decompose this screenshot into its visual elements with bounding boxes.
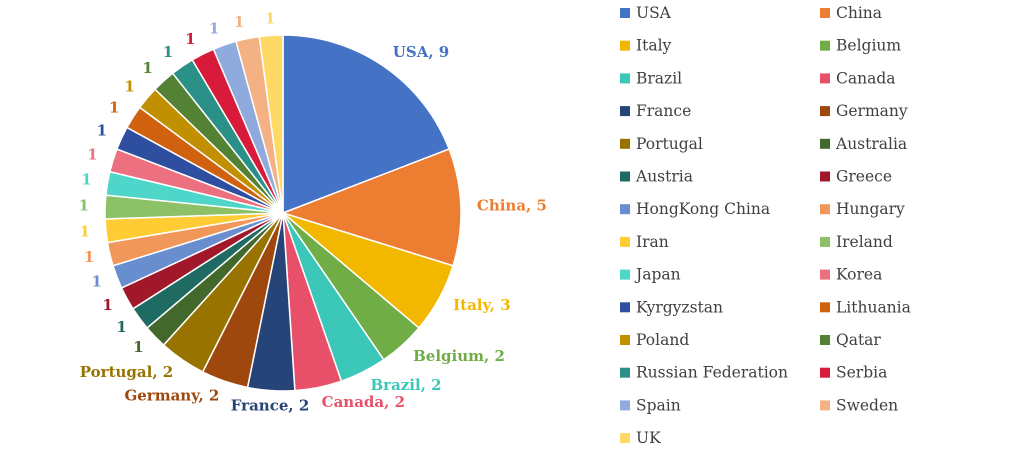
data-label: 1 <box>87 146 97 164</box>
data-label: 1 <box>102 296 112 314</box>
legend-label: HongKong China <box>636 200 770 218</box>
pie-slice <box>258 34 284 214</box>
legend-swatch <box>820 367 830 378</box>
legend-swatch <box>820 40 830 51</box>
pie-slice <box>280 148 462 267</box>
data-label: 1 <box>109 99 119 117</box>
legend-swatch <box>820 236 830 247</box>
data-label: 1 <box>81 171 91 189</box>
data-label: 1 <box>79 197 89 215</box>
legend-swatch <box>820 8 830 18</box>
legend-swatch <box>820 73 830 84</box>
data-label: Belgium, 2 <box>413 347 505 365</box>
data-label: 1 <box>234 13 244 31</box>
legend-label: Canada <box>836 69 896 87</box>
data-label: Portugal, 2 <box>80 363 173 381</box>
legend-swatch <box>820 138 830 149</box>
legend-swatch <box>620 335 630 345</box>
data-label: 1 <box>124 78 134 96</box>
legend-swatch <box>620 138 630 149</box>
data-label: USA, 9 <box>393 43 449 61</box>
legend-label: Iran <box>636 233 669 251</box>
legend-swatch <box>820 400 830 411</box>
legend-swatch <box>820 269 830 280</box>
pie-slice <box>282 34 451 215</box>
legend-label: Australia <box>835 135 907 153</box>
data-label: 1 <box>116 318 126 336</box>
legend-swatch <box>620 40 630 51</box>
data-label: France, 2 <box>231 397 309 415</box>
data-label: 1 <box>84 248 94 266</box>
legend-label: Lithuania <box>836 298 911 316</box>
legend-swatch <box>620 433 630 444</box>
data-label: 1 <box>133 338 143 356</box>
legend-label: Belgium <box>836 37 901 55</box>
legend-label: China <box>836 4 882 22</box>
legend-swatch <box>820 106 830 117</box>
legend-label: UK <box>636 429 661 447</box>
data-label: 1 <box>185 30 195 48</box>
legend-label: Sweden <box>836 396 898 414</box>
legend-label: Ireland <box>836 233 893 251</box>
data-label: 1 <box>209 20 219 38</box>
data-label: Italy, 3 <box>453 296 511 314</box>
data-label: 1 <box>142 59 152 77</box>
legend-swatch <box>620 106 630 117</box>
data-label: 1 <box>92 273 102 291</box>
data-label: Brazil, 2 <box>370 376 441 394</box>
data-label: Canada, 2 <box>322 393 405 411</box>
legend-swatch <box>820 335 830 345</box>
legend-label: France <box>636 102 691 120</box>
legend-swatch <box>620 73 630 84</box>
legend-swatch <box>620 269 630 280</box>
legend-swatch <box>820 204 830 215</box>
legend-label: Portugal <box>636 135 703 153</box>
legend-swatch <box>620 302 630 313</box>
data-label: 1 <box>80 222 90 240</box>
legend-label: Russian Federation <box>636 364 788 382</box>
legend-swatch <box>620 400 630 411</box>
legend-label: Korea <box>836 266 882 284</box>
legend-swatch <box>620 204 630 215</box>
legend-label: Serbia <box>836 364 887 382</box>
legend-label: Greece <box>836 168 892 186</box>
data-label: 1 <box>265 9 275 27</box>
legend-label: Austria <box>635 168 693 186</box>
legend-label: Germany <box>836 102 908 120</box>
legend-label: Spain <box>636 396 681 414</box>
data-label: 1 <box>163 43 173 61</box>
legend-label: Japan <box>634 266 681 284</box>
legend-label: Qatar <box>836 331 881 349</box>
legend-label: Poland <box>636 331 689 349</box>
legend-label: Kyrgyzstan <box>636 298 723 316</box>
legend-label: Hungary <box>836 200 905 218</box>
legend-swatch <box>820 302 830 313</box>
legend-swatch <box>620 367 630 378</box>
legend-swatch <box>620 236 630 247</box>
data-label: Germany, 2 <box>124 386 219 404</box>
legend-label: Brazil <box>636 69 682 87</box>
legend-label: USA <box>636 4 672 22</box>
legend-swatch <box>620 171 630 182</box>
legend-label: Italy <box>636 37 672 55</box>
data-label: 1 <box>97 121 107 139</box>
legend-swatch <box>620 8 630 18</box>
data-label: China, 5 <box>477 197 547 215</box>
legend-swatch <box>820 171 830 182</box>
